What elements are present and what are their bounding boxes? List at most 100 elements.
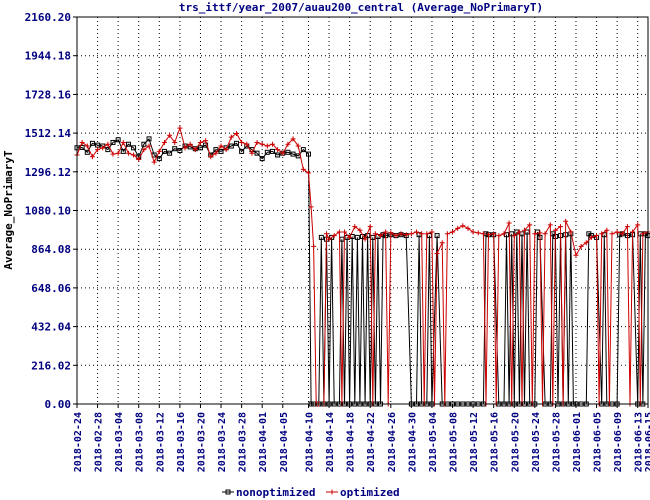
data-point (84, 149, 90, 155)
x-tick-label: 2018-04-22 (366, 412, 377, 472)
legend-marker (329, 489, 335, 495)
data-point (470, 229, 476, 235)
x-tick-label: 2018-02-24 (73, 412, 84, 472)
x-tick-label: 2018-03-08 (135, 412, 146, 472)
data-point (372, 231, 378, 237)
data-point (223, 147, 229, 153)
data-point (218, 148, 224, 154)
data-point (378, 233, 384, 239)
data-point (614, 229, 620, 235)
data-point (630, 229, 636, 235)
data-point (259, 156, 265, 162)
x-tick-label: 2018-04-14 (325, 412, 336, 472)
y-tick-label: 432.04 (31, 321, 71, 334)
data-point (105, 141, 111, 147)
plot-frame (76, 16, 649, 405)
data-point (239, 139, 245, 145)
data-point (305, 170, 311, 176)
data-point (558, 224, 564, 230)
data-point (362, 236, 368, 242)
data-point (583, 240, 589, 246)
data-point (439, 240, 445, 246)
data-point (506, 220, 512, 226)
data-point (192, 147, 198, 153)
data-point (151, 159, 157, 165)
legend-marker (225, 489, 231, 495)
data-point (516, 229, 522, 235)
data-point (254, 139, 260, 145)
data-point (161, 148, 167, 154)
data-point (228, 134, 234, 140)
data-point (264, 143, 270, 149)
data-point (329, 234, 335, 240)
data-point (146, 136, 152, 142)
x-tick-label: 2018-05-08 (449, 412, 460, 472)
data-point (161, 139, 167, 145)
data-point (331, 233, 337, 239)
legend: nonoptimized optimized (222, 486, 400, 499)
data-point (218, 143, 224, 149)
data-point (501, 231, 507, 237)
data-point (480, 231, 486, 237)
data-point (290, 151, 296, 157)
data-point (269, 148, 275, 154)
data-point (640, 231, 646, 237)
data-point (323, 231, 329, 237)
data-point (524, 229, 530, 235)
data-point (177, 148, 183, 154)
x-tick-label: 2018-05-20 (510, 412, 521, 472)
chart-title: trs_ittf/year_2007/auau200_central (Aver… (179, 1, 543, 14)
data-point (197, 139, 203, 145)
x-tick-label: 2018-04-30 (407, 412, 418, 472)
series-layer (74, 125, 650, 407)
x-tick-label: 2018-03-28 (238, 412, 249, 472)
data-point (537, 230, 543, 236)
x-tick-label: 2018-05-16 (490, 412, 501, 472)
x-tick-label: 2018-04-05 (279, 412, 290, 472)
y-tick-label: 216.02 (31, 359, 71, 372)
data-point (419, 231, 425, 237)
data-point (203, 138, 209, 144)
data-point (336, 229, 342, 235)
x-tick-label: 2018-06-05 (593, 412, 604, 472)
data-point (141, 141, 147, 147)
data-point (426, 233, 432, 239)
y-tick-label: 0.00 (45, 398, 72, 411)
data-point (434, 233, 440, 239)
x-tick-label: 2018-03-16 (176, 412, 187, 472)
data-point (542, 231, 548, 237)
data-point (308, 204, 314, 210)
data-point (131, 145, 137, 151)
data-point (115, 137, 121, 143)
data-point (347, 234, 353, 240)
data-point (233, 140, 239, 146)
data-point (460, 223, 466, 229)
data-point (290, 136, 296, 142)
x-tick-label: 2018-06-09 (613, 412, 624, 472)
y-tick-label: 864.08 (31, 243, 71, 256)
data-point (89, 140, 95, 146)
x-tick-label: 2018-03-12 (155, 412, 166, 472)
data-point (367, 224, 373, 230)
data-point (172, 139, 178, 145)
y-tick-label: 1296.12 (25, 166, 71, 179)
data-point (187, 141, 193, 147)
x-tick-label: 2018-06-01 (572, 412, 583, 472)
data-point (197, 145, 203, 151)
data-point (326, 236, 332, 242)
data-point (89, 154, 95, 160)
data-point (300, 166, 306, 172)
data-point (573, 252, 579, 258)
data-point (534, 229, 540, 235)
data-point (269, 141, 275, 147)
data-point (120, 139, 126, 145)
data-point (285, 141, 291, 147)
data-point (84, 143, 90, 149)
data-point (588, 234, 594, 240)
data-point (429, 229, 435, 235)
data-point (141, 147, 147, 153)
data-point (475, 230, 481, 236)
data-point (172, 146, 178, 152)
data-point (125, 141, 131, 147)
x-tick-label: 2018-05-04 (428, 412, 439, 472)
